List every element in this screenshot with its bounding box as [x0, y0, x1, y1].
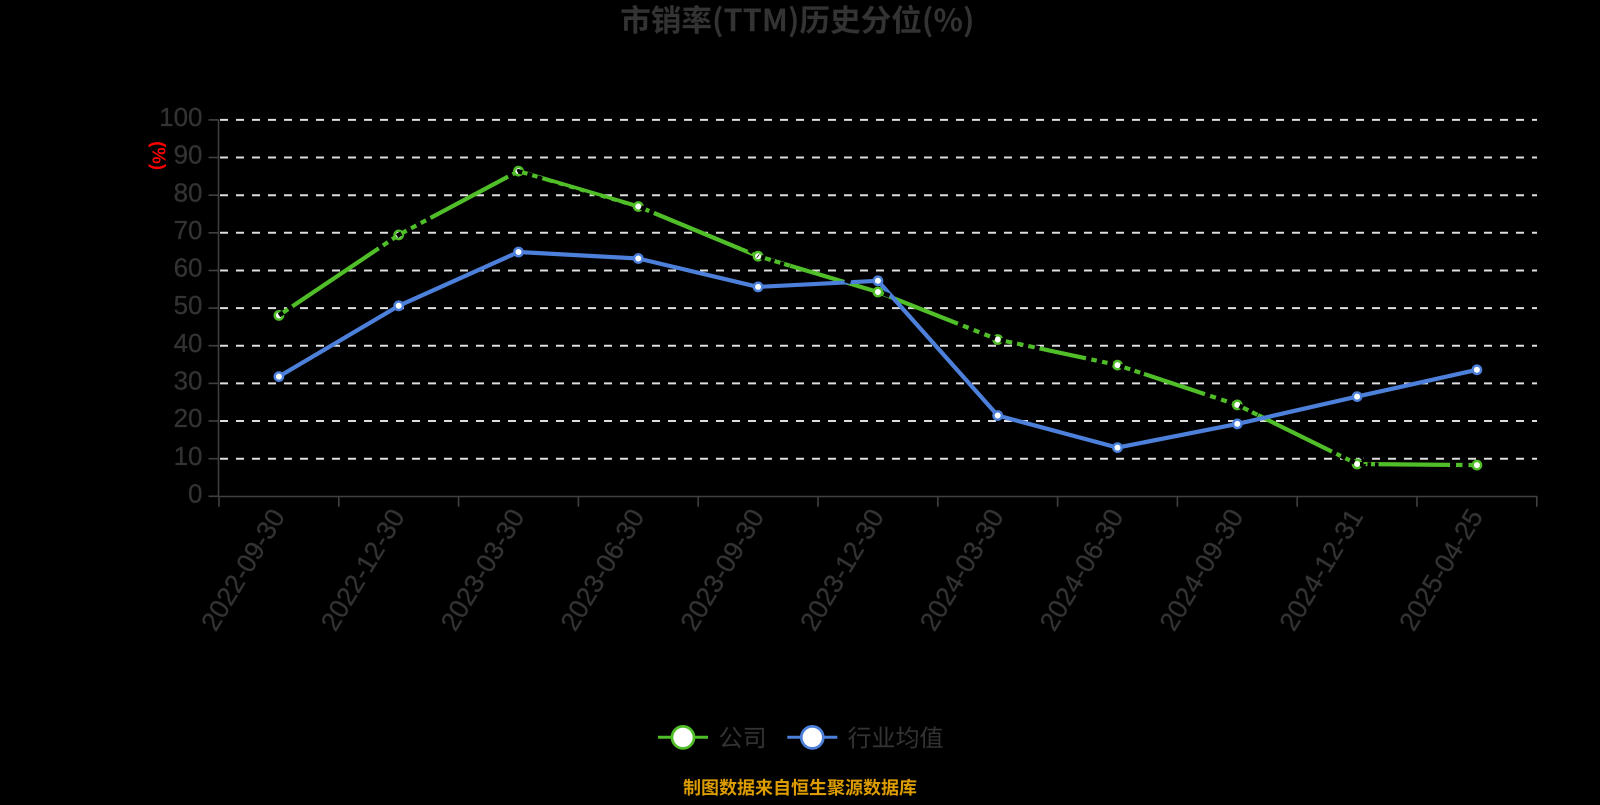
svg-text:30: 30 [174, 366, 203, 396]
svg-text:40: 40 [174, 328, 203, 358]
svg-text:(%): (%) [148, 141, 169, 170]
svg-text:70: 70 [174, 215, 203, 245]
svg-text:0: 0 [188, 478, 202, 508]
svg-text:60: 60 [174, 253, 203, 283]
svg-text:10: 10 [174, 441, 203, 471]
svg-text:90: 90 [174, 140, 203, 170]
svg-text:20: 20 [174, 403, 203, 433]
svg-text:80: 80 [174, 177, 203, 207]
svg-text:100: 100 [159, 102, 202, 132]
svg-text:50: 50 [174, 290, 203, 320]
